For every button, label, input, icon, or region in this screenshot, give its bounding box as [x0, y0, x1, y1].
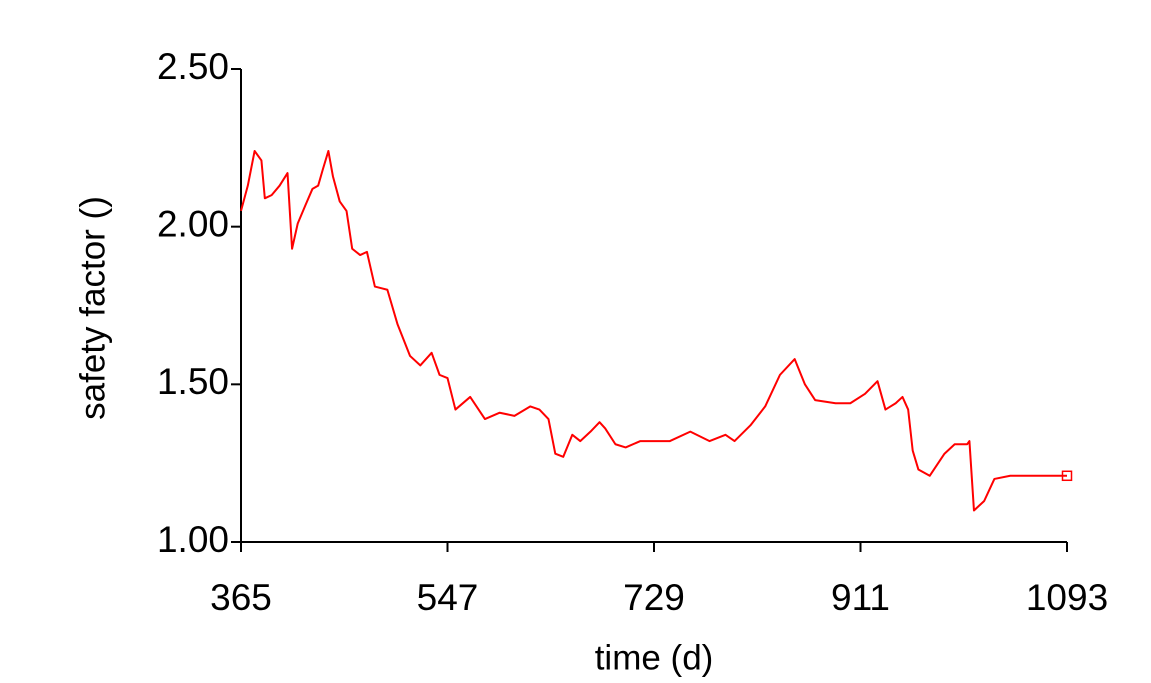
- y-tick-label: 2.50: [157, 46, 229, 87]
- y-tick-label: 1.50: [157, 361, 229, 402]
- y-tick-label: 1.00: [157, 519, 229, 560]
- x-tick-label: 729: [623, 577, 685, 618]
- y-axis-label: safety factor (): [73, 196, 112, 420]
- x-tick-label: 911: [831, 577, 890, 618]
- x-tick-label: 365: [210, 577, 272, 618]
- x-axis-label: time (d): [595, 638, 714, 677]
- end-marker: [1061, 470, 1073, 482]
- y-tick-label: 2.00: [157, 203, 229, 244]
- line: [240, 149, 1067, 512]
- x-tick-label: 547: [417, 577, 479, 618]
- x-tick-label: 1093: [1026, 577, 1108, 618]
